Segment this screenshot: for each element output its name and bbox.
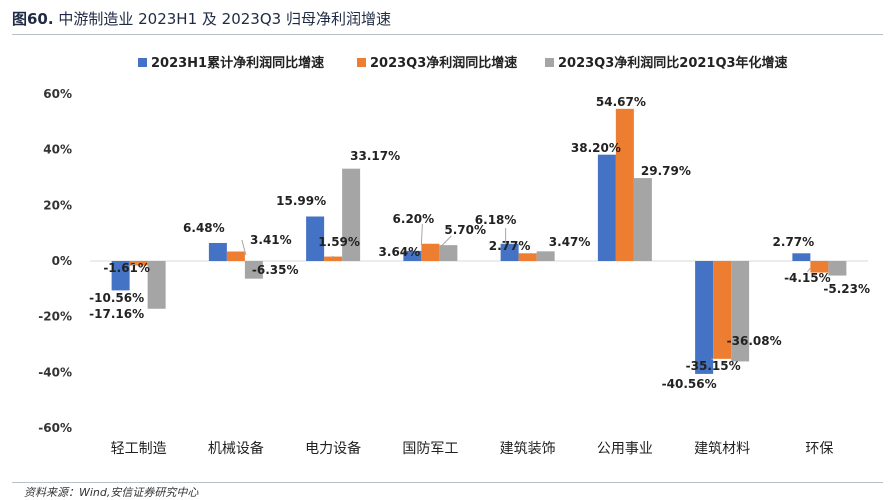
x-category-label: 国防军工 bbox=[402, 441, 458, 457]
label-leader-line bbox=[806, 267, 811, 273]
data-label: -35.15% bbox=[686, 359, 741, 373]
figure-number: 图60. bbox=[12, 10, 54, 28]
label-leader-line bbox=[420, 223, 423, 246]
bar-机械设备-series-2 bbox=[226, 251, 245, 261]
x-category-label: 公用事业 bbox=[597, 441, 653, 457]
bar-chart: 2023H1累计净利润同比增速 2023Q3净利润同比增速 2023Q3净利润同比2… bbox=[38, 55, 870, 457]
figure-title: 图60. 中游制造业 2023H1 及 2023Q3 归母净利润增速 bbox=[12, 8, 391, 29]
y-tick-label: 0% bbox=[52, 254, 72, 268]
data-label: 6.18% bbox=[475, 213, 517, 227]
source-note: 资料来源：Wind,安信证券研究中心 bbox=[24, 486, 199, 499]
data-label: 6.20% bbox=[393, 212, 435, 226]
bar-环保-series-2 bbox=[810, 261, 829, 273]
data-label: 3.64% bbox=[379, 245, 421, 259]
bar-建筑材料-series-1 bbox=[695, 261, 714, 374]
bar-建筑装饰-series-3 bbox=[536, 251, 555, 261]
y-tick-label: -20% bbox=[38, 310, 72, 324]
bar-机械设备-series-3 bbox=[244, 261, 263, 279]
label-leader-line bbox=[241, 239, 247, 256]
data-label: -6.35% bbox=[252, 263, 299, 277]
data-label: 29.79% bbox=[641, 164, 691, 178]
x-category-label: 机械设备 bbox=[208, 440, 264, 457]
bar-轻工制造-series-1 bbox=[111, 261, 130, 291]
title-divider bbox=[12, 34, 883, 35]
legend-swatch-3 bbox=[545, 58, 554, 67]
label-leader-line bbox=[330, 255, 334, 259]
x-category-label: 建筑材料 bbox=[694, 441, 750, 457]
bar-电力设备-series-3 bbox=[342, 168, 361, 261]
bar-环保-series-3 bbox=[828, 261, 847, 276]
data-label: 2.77% bbox=[489, 239, 531, 253]
data-label: -36.08% bbox=[727, 334, 782, 348]
data-label: 6.48% bbox=[183, 221, 225, 235]
legend-label-2: 2023Q3净利润同比增速 bbox=[370, 55, 517, 71]
y-tick-label: 60% bbox=[43, 87, 72, 101]
bar-电力设备-series-1 bbox=[306, 216, 325, 261]
data-label: 3.41% bbox=[250, 233, 292, 247]
source-divider bbox=[12, 482, 883, 483]
data-label: -40.56% bbox=[662, 377, 717, 391]
bar-国防军工-series-3 bbox=[439, 245, 458, 261]
data-label: -4.15% bbox=[784, 271, 831, 285]
legend-label-3: 2023Q3净利润同比2021Q3年化增速 bbox=[558, 55, 788, 71]
legend-label-1: 2023H1累计净利润同比增速 bbox=[151, 55, 324, 71]
data-label: 15.99% bbox=[276, 194, 326, 208]
bar-国防军工-series-1 bbox=[403, 250, 422, 261]
data-label: 33.17% bbox=[350, 149, 400, 163]
x-category-label: 电力设备 bbox=[305, 440, 361, 457]
data-label: 54.67% bbox=[596, 95, 646, 109]
label-leader-line bbox=[128, 262, 139, 267]
bar-建筑材料-series-3 bbox=[731, 261, 750, 362]
x-category-label: 轻工制造 bbox=[111, 441, 167, 457]
data-label: -10.56% bbox=[89, 291, 144, 305]
bar-国防军工-series-2 bbox=[421, 243, 440, 261]
bar-电力设备-series-2 bbox=[324, 256, 343, 261]
bar-轻工制造-series-3 bbox=[147, 261, 166, 309]
x-category-label: 环保 bbox=[805, 441, 833, 457]
data-label: 1.59% bbox=[318, 235, 360, 249]
y-tick-label: 20% bbox=[43, 198, 72, 212]
figure-title-text: 中游制造业 2023H1 及 2023Q3 归母净利润增速 bbox=[58, 10, 391, 28]
bar-公用事业-series-3 bbox=[633, 178, 652, 261]
data-label: 3.47% bbox=[549, 235, 591, 249]
legend-swatch-2 bbox=[357, 58, 366, 67]
bar-建筑装饰-series-1 bbox=[500, 243, 519, 261]
data-label: 2.77% bbox=[773, 235, 815, 249]
x-category-label: 建筑装饰 bbox=[500, 441, 556, 457]
y-tick-label: 40% bbox=[43, 143, 72, 157]
y-tick-label: -40% bbox=[38, 365, 72, 379]
data-label: 38.20% bbox=[571, 141, 621, 155]
data-label: 5.70% bbox=[444, 223, 486, 237]
label-leader-line bbox=[441, 235, 452, 247]
bar-建筑装饰-series-2 bbox=[518, 253, 537, 261]
bar-环保-series-1 bbox=[792, 253, 811, 261]
data-label: -1.61% bbox=[103, 261, 150, 275]
data-label: -5.23% bbox=[823, 282, 870, 296]
bar-建筑材料-series-2 bbox=[713, 261, 732, 359]
bar-公用事业-series-1 bbox=[597, 154, 616, 261]
bar-公用事业-series-2 bbox=[615, 108, 634, 261]
data-label: -17.16% bbox=[89, 307, 144, 321]
legend-swatch-1 bbox=[138, 58, 147, 67]
y-tick-label: -60% bbox=[38, 421, 72, 435]
bar-机械设备-series-1 bbox=[208, 242, 227, 261]
